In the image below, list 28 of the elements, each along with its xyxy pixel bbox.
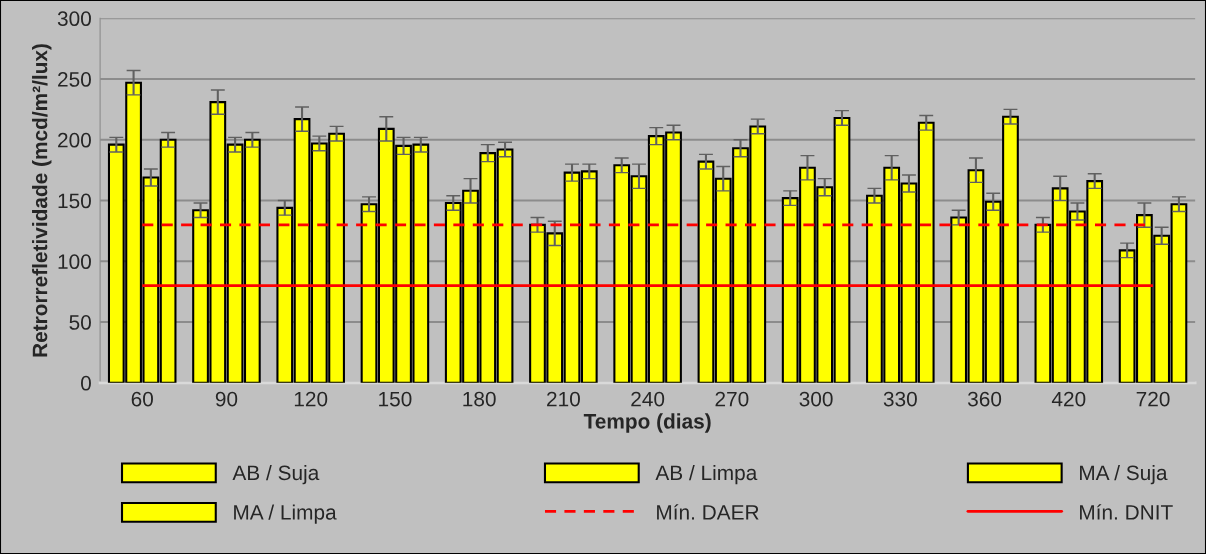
x-tick-label: 240 — [631, 391, 665, 407]
legend-label: AB / Limpa — [655, 464, 758, 485]
x-tick-label: 300 — [799, 391, 833, 407]
x-tick-label: 180 — [463, 391, 496, 407]
x-tick-label: 60 — [131, 391, 153, 407]
y-axis-title: Retrorrefletividade (mcd/m²/lux) — [32, 44, 52, 357]
legend-label: MA / Limpa — [234, 504, 337, 524]
x-tick-label: 420 — [1051, 391, 1086, 407]
legend-label: MA / Suja — [1080, 464, 1168, 485]
y-tick-label: 300 — [57, 11, 91, 27]
y-tick-label: 50 — [69, 315, 91, 330]
x-axis-title: Tempo (dias) — [583, 413, 711, 433]
y-tick-label: 0 — [80, 375, 91, 391]
legend-label: Mín. DAER — [657, 504, 759, 520]
y-tick-label: 100 — [58, 254, 91, 270]
y-tick-label: 250 — [58, 72, 91, 87]
legend-label: Mín. DNIT — [1080, 504, 1173, 520]
x-tick-label: 360 — [967, 391, 1002, 407]
x-tick-label: 120 — [294, 391, 328, 407]
y-tick-label: 200 — [58, 132, 91, 148]
x-tick-label: 330 — [883, 391, 917, 407]
legend-label: AB / Suja — [232, 464, 320, 485]
x-tick-label: 210 — [547, 391, 580, 407]
x-tick-label: 150 — [379, 391, 412, 407]
y-tick-label: 150 — [58, 193, 91, 209]
x-tick-label: 720 — [1136, 391, 1170, 407]
x-tick-label: 270 — [715, 391, 749, 407]
x-tick-label: 90 — [215, 391, 238, 407]
